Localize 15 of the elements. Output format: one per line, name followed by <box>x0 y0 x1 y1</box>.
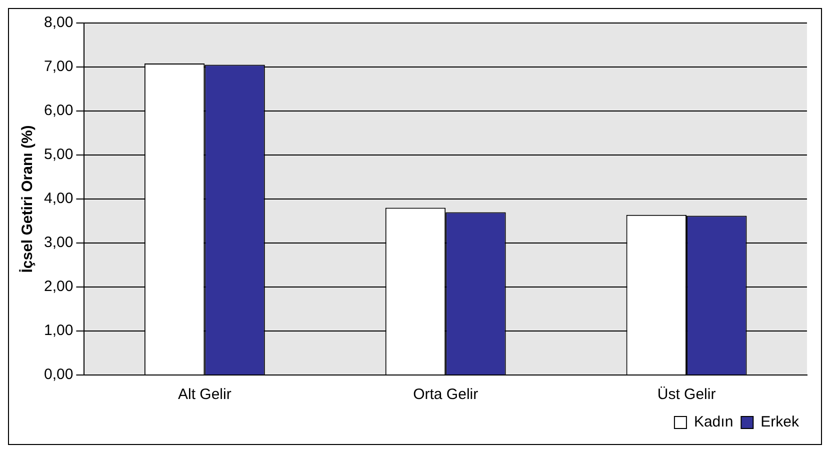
y-tick-label: 8,00 <box>44 14 74 32</box>
x-tick-label: Alt Gelir <box>178 386 232 404</box>
x-tick-label: Üst Gelir <box>657 386 716 404</box>
y-tick-label: 6,00 <box>44 102 74 120</box>
y-tick-label: 3,00 <box>44 234 74 252</box>
y-axis-title: İçsel Getiri Oranı (%) <box>19 125 36 273</box>
y-tick-label: 4,00 <box>44 190 74 208</box>
legend-label: Erkek <box>760 414 800 431</box>
y-tick-label: 5,00 <box>44 146 74 164</box>
y-tick-label: 0,00 <box>44 366 74 384</box>
y-tick-label: 7,00 <box>44 58 74 76</box>
y-tick-label: 2,00 <box>44 278 74 296</box>
y-tick-label: 1,00 <box>44 322 74 340</box>
x-tick-label: Orta Gelir <box>413 386 478 404</box>
legend-label: Kadın <box>694 414 734 431</box>
